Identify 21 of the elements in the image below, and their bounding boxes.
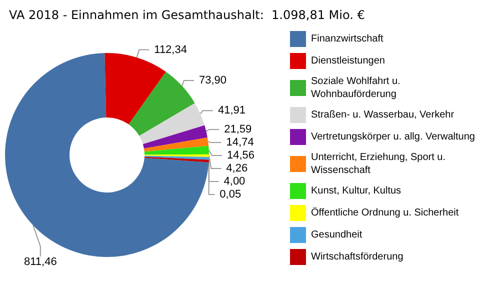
legend-label: Unterricht, Erziehung, Sport u. Wissenschaft [311, 152, 448, 176]
data-label: 4,26 [226, 162, 248, 174]
data-label: 112,34 [154, 44, 187, 56]
data-label: 0,05 [220, 188, 242, 200]
data-label: 21,59 [224, 123, 252, 136]
data-label: 41,91 [218, 104, 246, 117]
legend-label: Finanzwirtschaft [311, 34, 384, 44]
data-label: 811,46 [24, 256, 57, 268]
chart-title: VA 2018 - Einnahmen im Gesamthaushalt: 1.098,81 Mio. € [9, 8, 365, 22]
legend-label: Wirtschaftsförderung [311, 252, 404, 262]
data-label: 14,74 [226, 136, 254, 148]
legend-label: Öffentliche Ordnung u. Sicherheit [311, 206, 459, 218]
data-label: 4,00 [224, 175, 246, 188]
legend-label: Gesundheit [311, 230, 362, 240]
legend-label: Soziale Wohlfahrt u. Wohnbauförderung [311, 76, 404, 100]
legend-label: Dienstleistungen [311, 56, 385, 66]
legend-label: Straßen- u. Wasserbau, Verkehr [311, 110, 455, 120]
legend-label: Vertretungskörper u. allg. Verwaltung [311, 132, 475, 142]
legend-label: Kunst, Kultur, Kultus [311, 186, 402, 196]
data-label: 73,90 [198, 74, 226, 86]
data-label: 14,56 [227, 149, 255, 162]
